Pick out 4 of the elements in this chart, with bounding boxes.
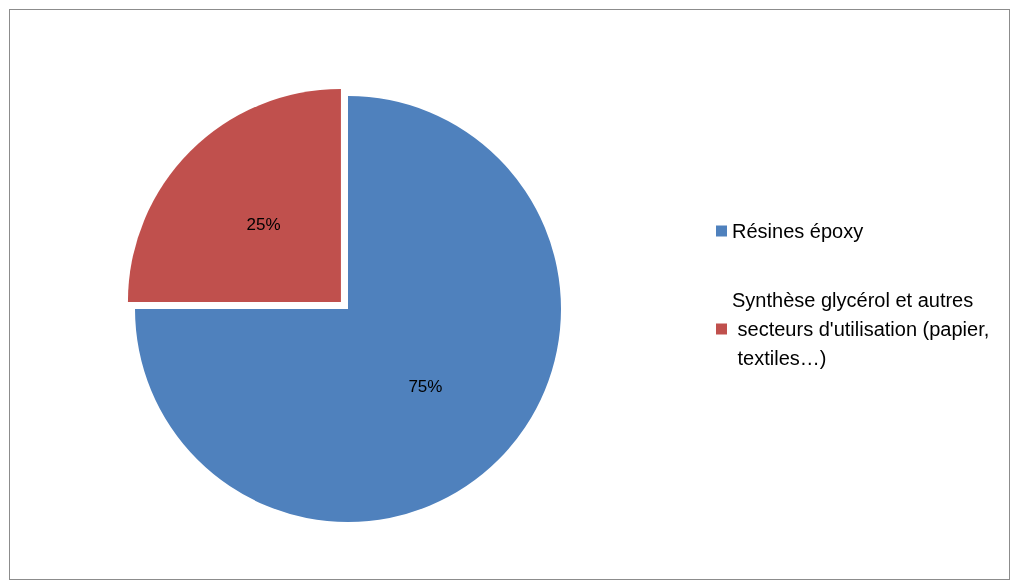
legend-label: Résines époxy: [732, 220, 864, 242]
data-label: 75%: [408, 376, 443, 396]
legend-label: Synthèse glycérol et autres secteurs d'utilisation (papier, textiles…): [732, 289, 990, 369]
data-label: 25%: [246, 215, 281, 234]
